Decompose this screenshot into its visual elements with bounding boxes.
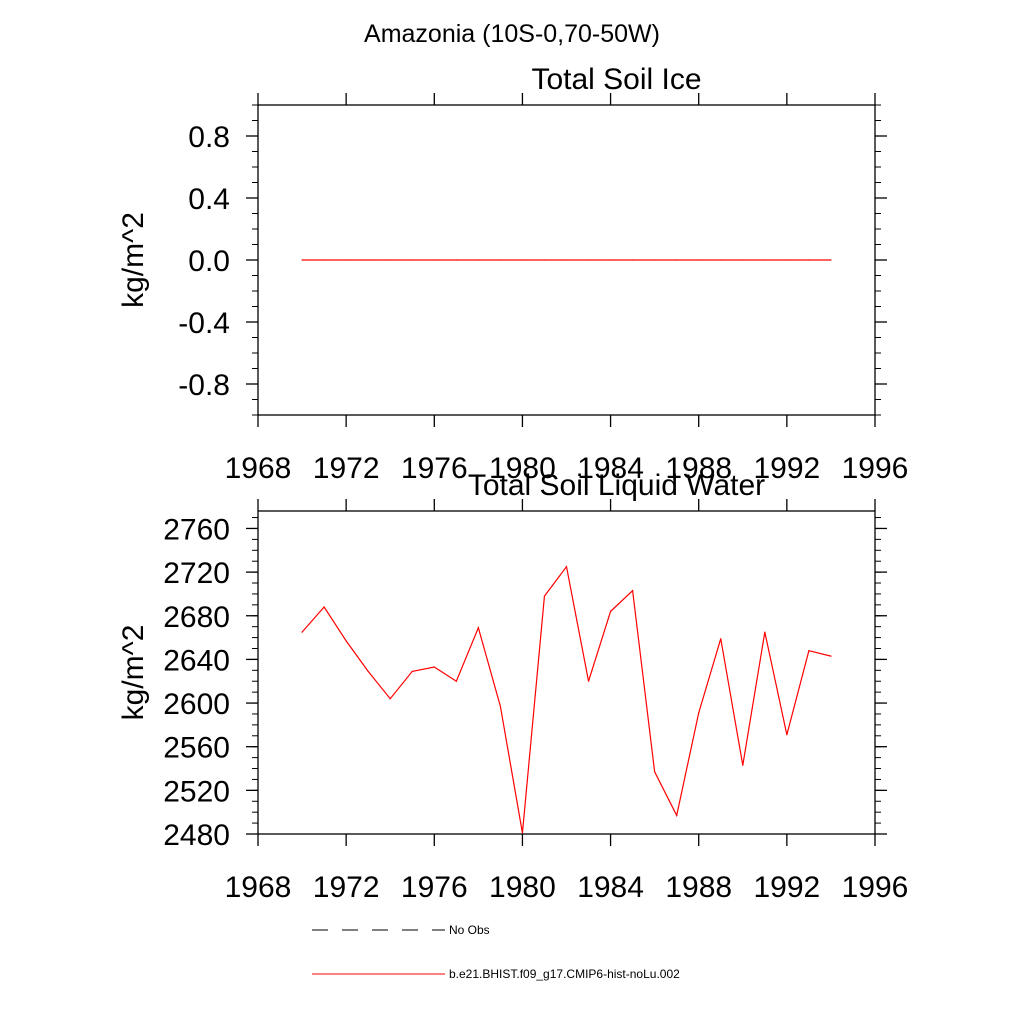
total-soil-ice-data-point xyxy=(411,259,413,261)
total-soil-liquid-water-data-point xyxy=(830,655,832,657)
total-soil-ice-data-point xyxy=(499,259,501,261)
total-soil-liquid-water-data-point xyxy=(323,606,325,608)
total-soil-liquid-water-data-point xyxy=(742,764,744,766)
total-soil-ice-data-point xyxy=(477,259,479,261)
total-soil-ice-data-point xyxy=(433,259,435,261)
total-soil-liquid-water-data-point xyxy=(411,670,413,673)
total-soil-liquid-water-data-point xyxy=(676,814,678,817)
legend-label-no-obs: No Obs xyxy=(449,923,490,937)
total-soil-ice-x-tick-label: 1968 xyxy=(225,452,292,485)
panel-total-soil-ice: Total Soil Ice kg/m^2 1968 1972 1976 1980 1984… xyxy=(117,63,908,485)
total-soil-ice-data-point xyxy=(565,259,568,261)
total-soil-liquid-water-y-tick-label: 2760 xyxy=(163,513,230,546)
total-soil-ice-x-tick-label: 1996 xyxy=(842,452,909,485)
total-soil-ice-data-point xyxy=(786,259,788,261)
total-soil-ice-data-point xyxy=(720,259,722,261)
total-soil-liquid-water-x-tick-label: 1968 xyxy=(225,871,292,904)
total-soil-liquid-water-data-point xyxy=(609,610,612,612)
total-soil-ice-data-point xyxy=(609,259,612,261)
total-soil-ice-data-point xyxy=(455,259,457,261)
total-soil-liquid-water-series-line xyxy=(301,565,832,834)
total-soil-liquid-water-x-tick-label: 1988 xyxy=(665,871,732,904)
total-soil-liquid-water-data-point xyxy=(720,638,722,640)
total-soil-liquid-water-x-tick-label: 1984 xyxy=(577,871,644,904)
total-soil-liquid-water-data-point xyxy=(654,771,656,773)
total-soil-liquid-water-y-tick-label: 2600 xyxy=(163,688,230,721)
total-soil-liquid-water-title: Total Soil Liquid Water xyxy=(468,469,765,502)
total-soil-ice-x-tick-label: 1988 xyxy=(665,452,732,485)
total-soil-liquid-water-x-tick-label: 1996 xyxy=(842,871,909,904)
total-soil-liquid-water-y-tick-label: 2640 xyxy=(163,644,230,677)
total-soil-ice-data-point xyxy=(808,259,810,261)
total-soil-liquid-water-data-point xyxy=(455,680,457,682)
total-soil-ice-data-point xyxy=(367,259,369,261)
total-soil-liquid-water-data-point xyxy=(632,590,634,592)
total-soil-ice-x-tick-label: 1984 xyxy=(577,452,644,485)
total-soil-ice-data-point xyxy=(742,259,744,261)
total-soil-ice-x-tick-label: 1980 xyxy=(489,452,556,485)
total-soil-liquid-water-x-tick-label: 1992 xyxy=(753,871,820,904)
total-soil-liquid-water-data-point xyxy=(587,680,590,682)
total-soil-ice-y-tick-label: -0.8 xyxy=(178,369,230,402)
legend: No Obs b.e21.BHIST.f09_g17.CMIP6-hist-no… xyxy=(312,923,680,981)
total-soil-liquid-water-y-tick-label: 2680 xyxy=(163,601,230,634)
total-soil-liquid-water-data-point xyxy=(521,832,524,834)
total-soil-liquid-water-plot-frame xyxy=(257,510,876,835)
total-soil-ice-x-tick-label: 1972 xyxy=(313,452,380,485)
total-soil-ice-data-point xyxy=(830,259,832,261)
total-soil-liquid-water-data-point xyxy=(367,670,369,673)
total-soil-ice-title: Total Soil Ice xyxy=(531,63,701,96)
total-soil-ice-data-point xyxy=(521,259,524,261)
figure-suptitle: Amazonia (10S-0,70-50W) xyxy=(364,20,660,48)
total-soil-ice-data-point xyxy=(389,259,391,261)
total-soil-liquid-water-data-point xyxy=(499,705,501,707)
total-soil-ice-y-tick-label: 0.8 xyxy=(188,121,230,154)
total-soil-liquid-water-data-point xyxy=(543,595,546,597)
total-soil-liquid-water-y-tick-label: 2560 xyxy=(163,732,230,765)
total-soil-ice-data-point xyxy=(676,259,678,261)
total-soil-ice-y-tick-label: -0.4 xyxy=(178,307,230,340)
total-soil-ice-data-point xyxy=(654,259,656,261)
total-soil-ice-data-point xyxy=(543,259,546,261)
total-soil-liquid-water-x-tick-label: 1976 xyxy=(401,871,468,904)
total-soil-liquid-water-data-point xyxy=(786,734,788,736)
total-soil-ice-data-point xyxy=(323,259,325,261)
total-soil-ice-x-tick-label: 1992 xyxy=(753,452,820,485)
total-soil-liquid-water-y-tick-label: 2520 xyxy=(163,775,230,808)
legend-label-model: b.e21.BHIST.f09_g17.CMIP6-hist-noLu.002 xyxy=(449,967,680,981)
panel-total-soil-liquid-water: Total Soil Liquid Water kg/m^2 1968 1972 197… xyxy=(117,469,908,904)
total-soil-liquid-water-x-tick-label: 1980 xyxy=(489,871,556,904)
total-soil-ice-data-point xyxy=(301,259,303,261)
total-soil-ice-x-tick-label: 1976 xyxy=(401,452,468,485)
total-soil-ice-data-point xyxy=(632,259,634,261)
total-soil-ice-data-point xyxy=(698,259,700,261)
total-soil-liquid-water-y-tick-label: 2480 xyxy=(163,819,230,852)
total-soil-liquid-water-x-tick-label: 1972 xyxy=(313,871,380,904)
total-soil-liquid-water-y-axis-label: kg/m^2 xyxy=(117,625,150,721)
total-soil-liquid-water-data-point xyxy=(808,650,810,652)
total-soil-ice-data-point xyxy=(345,259,347,261)
total-soil-ice-y-tick-label: 0.0 xyxy=(188,245,230,278)
total-soil-liquid-water-data-point xyxy=(301,631,303,633)
total-soil-liquid-water-data-point xyxy=(345,640,347,642)
total-soil-liquid-water-data-point xyxy=(764,631,766,633)
total-soil-liquid-water-data-point xyxy=(698,712,700,714)
total-soil-liquid-water-data-point xyxy=(389,698,391,700)
total-soil-liquid-water-data-point xyxy=(477,627,479,629)
total-soil-ice-data-point xyxy=(587,259,590,261)
total-soil-liquid-water-data-point xyxy=(565,566,568,568)
total-soil-liquid-water-y-tick-label: 2720 xyxy=(163,557,230,590)
total-soil-ice-data-point xyxy=(764,259,766,261)
total-soil-ice-y-tick-label: 0.4 xyxy=(188,183,230,216)
total-soil-liquid-water-data-point xyxy=(433,666,435,668)
total-soil-ice-y-axis-label: kg/m^2 xyxy=(117,212,150,308)
